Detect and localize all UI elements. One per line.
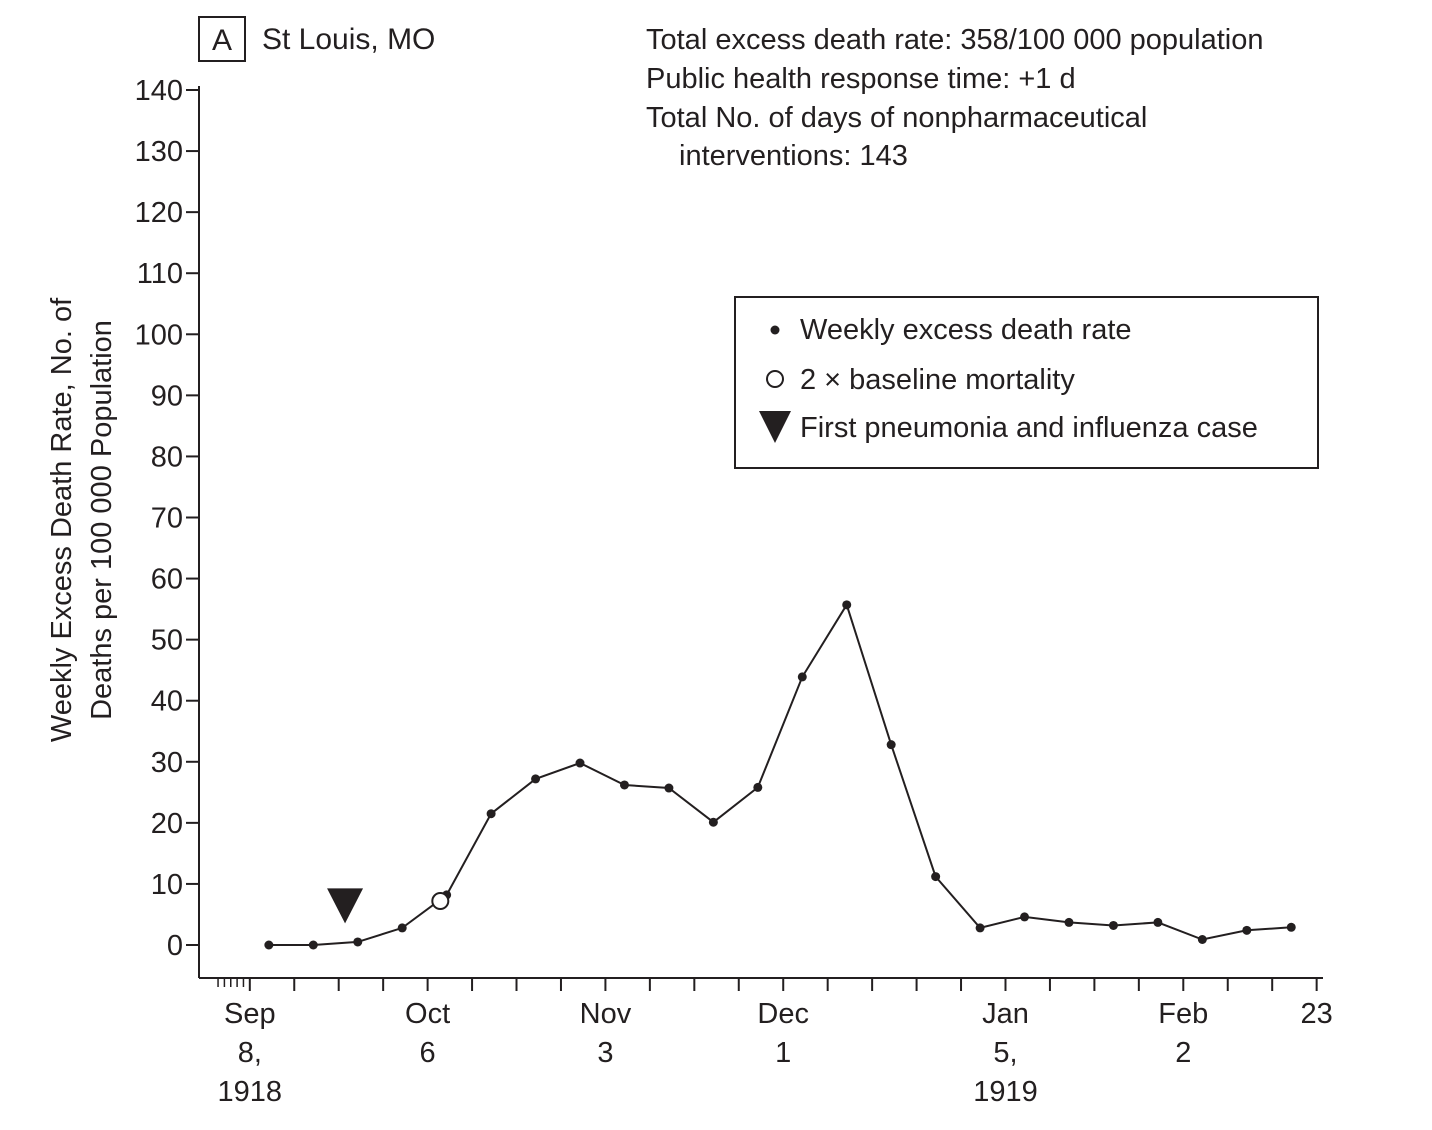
legend: Weekly excess death rate 2 × baseline mo…	[734, 296, 1319, 469]
y-tick-label: 40	[151, 686, 183, 718]
y-tick-label: 70	[151, 503, 183, 535]
legend-first-case-label: First pneumonia and influenza case	[800, 412, 1258, 444]
data-point	[1108, 920, 1118, 930]
legend-baseline-label: 2 × baseline mortality	[800, 364, 1075, 396]
first-case-marker	[327, 888, 364, 924]
y-axis-ticks: 0 10 20 30 40 50 60 70 80 90 100 110 120 130 140	[135, 75, 199, 962]
data-point	[708, 817, 718, 827]
x-tick-label: 2	[1175, 1037, 1191, 1069]
y-tick-label: 20	[151, 808, 183, 840]
data-point	[975, 923, 985, 933]
panel-letter-box	[198, 16, 246, 62]
data-point	[1153, 917, 1163, 927]
baseline-marker	[431, 892, 450, 911]
data-point	[1064, 917, 1074, 927]
data-point	[1286, 922, 1296, 932]
y-tick-label: 120	[135, 197, 183, 229]
data-point	[486, 809, 496, 819]
x-tick-label: Dec	[757, 998, 809, 1030]
y-tick-label: 100	[135, 319, 183, 351]
y-tick-label: 0	[167, 930, 183, 962]
data-point	[619, 780, 629, 790]
x-tick-label: 6	[420, 1037, 436, 1069]
x-tick-label: Jan	[982, 998, 1029, 1030]
data-point	[308, 940, 318, 950]
x-tick-label: 3	[597, 1037, 613, 1069]
series-weekly-excess	[264, 600, 1296, 950]
data-point	[797, 672, 807, 682]
panel-letter: A	[212, 24, 232, 57]
series-line	[268, 602, 1292, 946]
legend-box	[734, 296, 1319, 469]
stat-total-excess: Total excess death rate: 358/100 000 pop…	[646, 24, 1264, 56]
stat-npi-days-1: Total No. of days of nonpharmaceutical	[646, 102, 1147, 134]
legend-weekly-label: Weekly excess death rate	[800, 314, 1132, 346]
x-axis-ticks: Sep 8, 1918 Oct 6 Nov 3 Dec 1 Jan 5, 1919 Feb 2 23	[217, 978, 1333, 1108]
location-title: St Louis, MO	[262, 23, 435, 56]
stat-npi-days-2: interventions: 143	[679, 140, 908, 172]
y-tick-label: 130	[135, 136, 183, 168]
legend-dot-icon	[770, 325, 780, 335]
x-tick-label: Nov	[580, 998, 632, 1030]
y-tick-label: 50	[151, 625, 183, 657]
y-tick-label: 80	[151, 441, 183, 473]
x-tick-label: 5,	[993, 1037, 1017, 1069]
legend-triangle-icon	[759, 411, 791, 443]
x-tick-label: 1918	[218, 1076, 283, 1108]
data-point	[931, 872, 941, 882]
data-point	[842, 600, 852, 610]
x-tick-label: Feb	[1158, 998, 1208, 1030]
data-point	[886, 740, 896, 750]
y-tick-label: 110	[137, 258, 183, 290]
stat-response-time: Public health response time: +1 d	[646, 63, 1076, 95]
data-point	[531, 774, 541, 784]
x-tick-label: 23	[1301, 998, 1333, 1030]
y-tick-label: 90	[151, 380, 183, 412]
data-point	[1242, 925, 1252, 935]
y-tick-label: 30	[151, 747, 183, 779]
x-tick-label: 1	[775, 1037, 791, 1069]
special-markers	[327, 888, 450, 924]
x-tick-label: Oct	[405, 998, 450, 1030]
x-tick-label: Sep	[224, 998, 276, 1030]
data-point	[1020, 912, 1030, 922]
data-point	[264, 940, 274, 950]
data-point	[397, 923, 407, 933]
data-point	[753, 782, 763, 792]
data-point	[1197, 935, 1207, 945]
y-tick-label: 10	[151, 869, 183, 901]
data-point	[575, 758, 585, 768]
x-tick-label: 8,	[238, 1037, 262, 1069]
y-axis-title-line2: Deaths per 100 000 Population	[86, 320, 118, 720]
y-axis-title-line1: Weekly Excess Death Rate, No. of	[46, 297, 78, 742]
y-tick-label: 140	[135, 75, 183, 107]
data-point	[664, 783, 674, 793]
legend-open-circle-icon	[766, 370, 784, 388]
x-tick-label: 1919	[973, 1076, 1038, 1108]
data-point	[353, 937, 363, 947]
y-tick-label: 60	[151, 564, 183, 596]
